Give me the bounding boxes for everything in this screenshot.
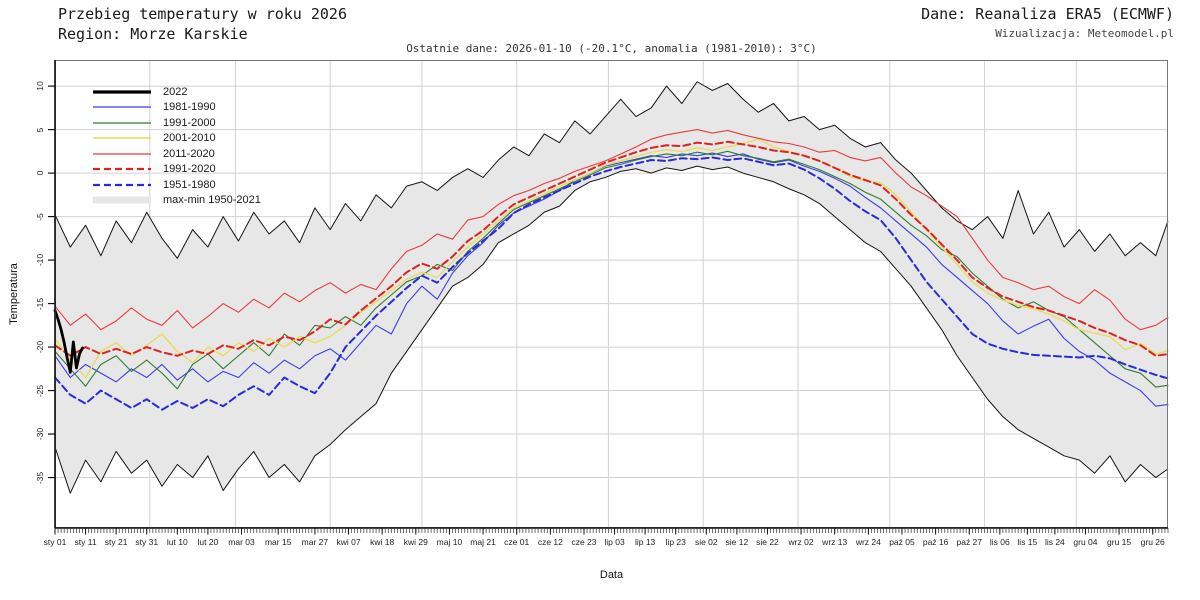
- x-tick-label: lis 15: [1017, 537, 1038, 547]
- band-max-line: [54, 81, 1169, 259]
- x-tick-label: paź 27: [956, 537, 983, 547]
- x-tick-label: sty 11: [74, 537, 97, 547]
- y-tick-label: -35: [35, 471, 45, 484]
- legend-line-swatch: [93, 102, 151, 112]
- x-axis-title: Data: [599, 569, 624, 581]
- x-tick-label: cze 12: [537, 537, 563, 547]
- x-tick-label: lip 03: [604, 537, 625, 547]
- x-tick-label: wrz 13: [822, 537, 848, 547]
- y-tick-label: -15: [35, 297, 45, 310]
- series-line-2011-2020: [54, 129, 1169, 331]
- x-tick-label: kwi 18: [370, 537, 395, 547]
- x-tick-label: lis 24: [1044, 537, 1065, 547]
- legend-line-swatch: [93, 87, 151, 97]
- series-line-1991-2020: [54, 140, 1169, 357]
- last-data-note: Ostatnie dane: 2026-01-10 (-20.1°C, anom…: [406, 42, 817, 55]
- series-line-1981-1990: [54, 152, 1169, 407]
- legend-item: 1981-1990: [93, 100, 261, 116]
- x-tick-label: sty 21: [104, 537, 128, 547]
- visualization-credit: Wizualizacja: Meteomodel.pl: [995, 27, 1174, 40]
- x-tick-label: kwi 29: [403, 537, 428, 547]
- legend-band-swatch: [93, 195, 151, 205]
- legend-line-swatch: [93, 133, 151, 143]
- legend-item: 1991-2020: [93, 162, 261, 178]
- x-tick-label: maj 10: [436, 537, 463, 547]
- y-tick-label: 10: [35, 81, 45, 91]
- series-line-2022: [53, 309, 84, 374]
- x-tick-label: paź 16: [922, 537, 949, 547]
- x-tick-label: cze 01: [504, 537, 530, 547]
- legend-line-swatch: [93, 164, 151, 174]
- x-tick-label: lut 10: [166, 537, 188, 547]
- legend-label: max-min 1950-2021: [163, 194, 261, 207]
- legend-label: 1991-2000: [163, 116, 216, 129]
- legend-label: 1951-1980: [163, 178, 216, 191]
- legend-item: max-min 1950-2021: [93, 193, 261, 209]
- legend-label: 1991-2020: [163, 163, 216, 176]
- x-tick-label: sty 01: [43, 537, 67, 547]
- legend-item: 1991-2000: [93, 115, 261, 131]
- band-min-line: [54, 165, 1169, 494]
- x-tick-label: gru 15: [1107, 537, 1132, 547]
- y-tick-label: -10: [35, 253, 45, 267]
- legend: 2022 1981-1990 1991-2000 2001-2010 2011-2020…: [93, 84, 261, 208]
- x-tick-label: sie 22: [756, 537, 779, 547]
- legend-item: 1951-1980: [93, 177, 261, 193]
- legend-item: 2001-2010: [93, 131, 261, 147]
- y-tick-label: -25: [35, 384, 45, 397]
- data-source: Dane: Reanaliza ERA5 (ECMWF): [921, 5, 1174, 23]
- x-tick-label: paź 05: [889, 537, 915, 547]
- legend-item: 2011-2020: [93, 146, 261, 162]
- y-tick-label: -20: [35, 340, 45, 354]
- legend-label: 2001-2010: [163, 132, 216, 145]
- x-tick-label: lis 06: [989, 537, 1010, 547]
- x-tick-label: wrz 02: [788, 537, 814, 547]
- x-tick-label: lut 20: [197, 537, 219, 547]
- series-line-1951-1980: [54, 156, 1169, 411]
- x-tick-label: sty 31: [135, 537, 159, 547]
- legend-label: 2011-2020: [163, 147, 215, 160]
- x-tick-label: gru 04: [1073, 537, 1098, 547]
- legend-line-swatch: [93, 118, 151, 128]
- legend-label: 1981-1990: [163, 101, 216, 114]
- legend-item: 2022: [93, 84, 261, 100]
- y-tick-label: -5: [35, 212, 45, 221]
- x-tick-label: wrz 24: [855, 537, 881, 547]
- plot-area: [48, 60, 1169, 535]
- chart-title: Przebieg temperatury w roku 2026: [58, 5, 347, 23]
- y-tick-label: 0: [35, 170, 45, 176]
- series-line-2001-2010: [54, 138, 1169, 379]
- legend-line-swatch: [93, 180, 151, 190]
- legend-label: 2022: [163, 85, 188, 98]
- x-tick-label: maj 21: [470, 537, 496, 547]
- x-tick-label: lip 13: [634, 537, 656, 547]
- x-tick-label: kwi 07: [336, 537, 361, 547]
- y-tick-label: 5: [35, 127, 45, 132]
- x-tick-label: mar 15: [264, 537, 292, 547]
- x-tick-label: mar 03: [228, 537, 255, 547]
- max-min-band: [55, 81, 1168, 494]
- x-tick-label: lip 23: [665, 537, 686, 547]
- y-axis-title: Temperatura: [8, 263, 20, 325]
- series-line-1991-2000: [54, 150, 1169, 390]
- x-tick-label: mar 27: [301, 537, 329, 547]
- y-tick-label: -30: [35, 427, 45, 441]
- x-tick-label: gru 26: [1140, 537, 1165, 547]
- legend-line-swatch: [93, 149, 151, 159]
- x-tick-label: sie 12: [725, 537, 749, 547]
- x-tick-label: sie 02: [694, 537, 718, 547]
- x-tick-label: cze 23: [571, 537, 597, 547]
- chart-region: Region: Morze Karskie: [58, 25, 248, 43]
